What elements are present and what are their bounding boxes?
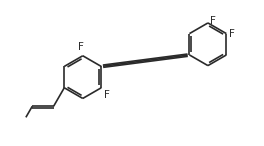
Text: F: F [229, 29, 235, 39]
Text: F: F [78, 42, 84, 52]
Text: F: F [210, 16, 216, 26]
Text: F: F [104, 90, 110, 100]
